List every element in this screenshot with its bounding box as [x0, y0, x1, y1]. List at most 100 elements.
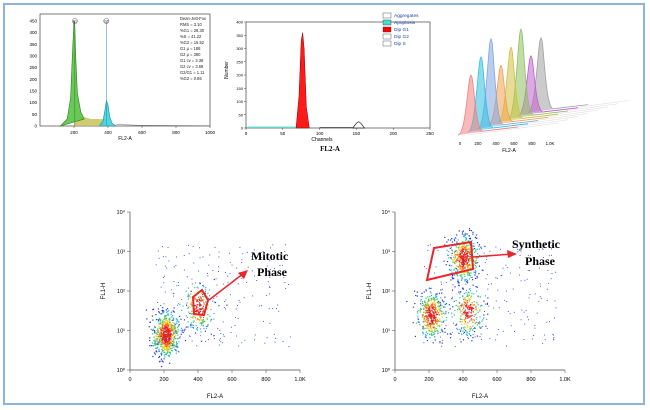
x-tick-label: 600	[227, 377, 236, 383]
scatter-point	[459, 249, 461, 251]
scatter-point	[436, 323, 439, 325]
scatter-point	[440, 310, 442, 313]
scatter-point	[194, 308, 196, 310]
scatter-point	[463, 260, 465, 262]
scatter-point	[472, 307, 475, 310]
scatter-point	[449, 264, 451, 267]
scatter-point	[461, 276, 463, 278]
gate-marker	[72, 18, 78, 24]
scatter-point	[429, 312, 432, 314]
scatter-point	[166, 336, 168, 338]
scatter-point	[456, 253, 458, 255]
scatter-point	[171, 334, 174, 336]
scatter-point	[167, 340, 169, 343]
scatter-point	[431, 317, 433, 320]
scatter-point	[475, 261, 477, 263]
scatter-point	[415, 322, 418, 324]
scatter-point	[179, 337, 181, 339]
scatter-point	[451, 254, 453, 257]
scatter-point	[417, 318, 419, 321]
scatter-point	[444, 236, 446, 238]
scatter-point	[170, 348, 172, 350]
scatter-point	[167, 354, 169, 357]
scatter-point	[166, 346, 168, 348]
scatter-point	[466, 257, 468, 259]
scatter-point	[477, 311, 479, 314]
scatter-point	[213, 301, 216, 303]
scatter-point	[430, 317, 432, 319]
scatter-point	[458, 246, 461, 248]
scatter-point	[464, 329, 467, 331]
scatter-point	[425, 310, 427, 312]
scatter-point	[432, 307, 434, 309]
scatter-point	[157, 331, 159, 333]
scatter-point	[473, 293, 475, 295]
scatter-point	[158, 321, 160, 323]
scatter-point	[484, 262, 486, 264]
scatter-point	[546, 300, 548, 302]
scatter-point	[429, 295, 431, 298]
scatter-point	[513, 311, 515, 313]
stat-line: G2 cv = 3.68	[180, 64, 204, 69]
scatter-point	[189, 336, 191, 338]
scatter-point	[472, 319, 474, 321]
overlay-histogram	[457, 74, 519, 136]
scatter-point	[168, 346, 170, 349]
scatter-point	[158, 333, 161, 335]
scatter-point	[468, 338, 470, 340]
scatter-point	[162, 342, 165, 344]
scatter-point	[164, 321, 166, 323]
scatter-point	[417, 321, 419, 323]
y-tick-label: 10¹	[382, 329, 390, 335]
scatter-point	[197, 301, 199, 303]
scatter-point	[225, 308, 226, 310]
scatter-point	[520, 250, 522, 252]
scatter-point	[167, 326, 169, 328]
scatter-point	[463, 313, 465, 315]
scatter-point	[455, 267, 457, 269]
scatter-point	[458, 257, 460, 259]
scatter-point	[463, 248, 465, 250]
scatter-point	[495, 300, 497, 302]
scatter-point	[466, 255, 468, 257]
scatter-point	[469, 304, 472, 306]
scatter-point	[427, 317, 429, 319]
scatter-point	[158, 323, 160, 325]
scatter-point	[241, 262, 243, 264]
scatter-point	[215, 278, 217, 280]
scatter-point	[202, 311, 205, 313]
scatter-point	[175, 265, 177, 267]
scatter-point	[227, 281, 229, 283]
scatter-point	[187, 293, 189, 295]
scatter-point	[462, 288, 464, 290]
scatter-point	[463, 319, 465, 321]
scatter-point	[435, 293, 437, 295]
x-tick-label: 600	[492, 377, 501, 383]
scatter-point	[431, 330, 433, 332]
scatter-point	[438, 301, 440, 303]
scatter-point	[547, 270, 549, 271]
scatter-point	[498, 307, 500, 309]
scatter-point	[467, 296, 469, 298]
scatter-point	[509, 313, 511, 315]
scatter-point	[433, 329, 436, 331]
scatter-point	[158, 349, 160, 351]
scatter-point	[472, 233, 474, 235]
scatter-point	[152, 329, 154, 332]
scatter-point	[187, 295, 189, 297]
scatter-point	[527, 319, 529, 321]
scatter-point	[478, 321, 480, 323]
legend-swatch	[382, 33, 392, 40]
scatter-point	[457, 257, 459, 259]
scatter-point	[156, 351, 158, 353]
scatter-point	[470, 311, 472, 314]
scatter-point	[167, 314, 170, 316]
scatter-point	[203, 327, 205, 330]
scatter-point	[162, 340, 164, 342]
scatter-point	[187, 307, 189, 309]
scatter-point	[423, 311, 425, 313]
scatter-point	[168, 325, 170, 327]
scatter-point	[436, 298, 438, 300]
scatter-point	[204, 292, 206, 294]
scatter-point	[467, 308, 469, 310]
